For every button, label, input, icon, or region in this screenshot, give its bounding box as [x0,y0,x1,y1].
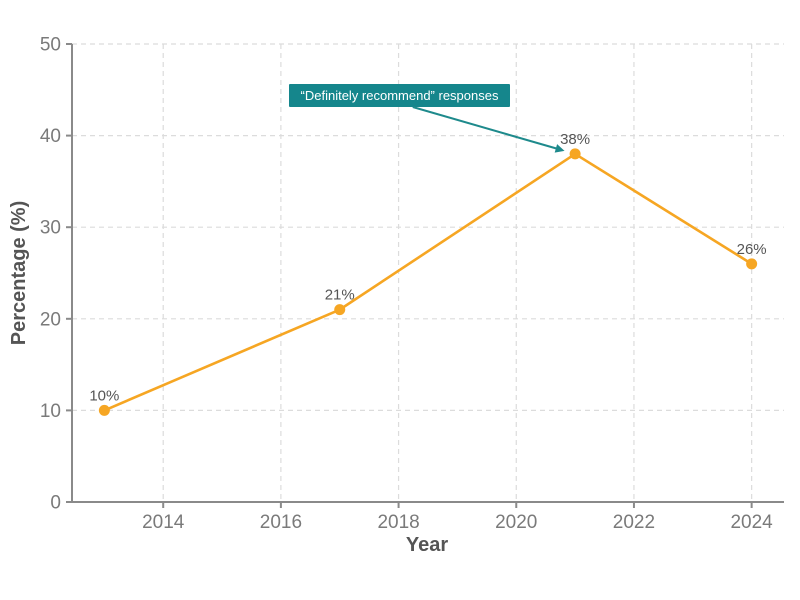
x-axis-title: Year [406,534,448,556]
data-point-label: 26% [737,241,767,258]
y-tick-label: 40 [40,126,61,147]
y-tick-label: 20 [40,309,61,330]
annotation-box [289,84,510,107]
arrowhead-icon [554,144,565,153]
data-point [98,404,110,416]
y-tick-label: 50 [40,35,61,56]
y-tick-label: 10 [40,401,61,422]
data-point-label: 21% [325,287,355,304]
annotation-label: “Definitely recommend” responses [301,88,499,103]
x-tick-label: 2020 [495,512,537,533]
y-axis-title: Percentage (%) [8,201,30,346]
x-tick-label: 2024 [730,512,773,533]
y-tick-label: 30 [40,218,61,239]
data-point [569,148,581,160]
trend-line [103,152,753,412]
x-tick-label: 2018 [377,512,419,533]
data-point-label: 10% [89,387,119,404]
data-point [746,258,758,270]
data-point-label: 38% [560,131,590,148]
x-tick-label: 2016 [260,512,302,533]
y-tick-label: 0 [50,493,61,514]
data-point [334,304,346,316]
x-tick-label: 2022 [613,512,655,533]
annotation-arrow [412,106,558,150]
x-tick-label: 2014 [142,512,185,533]
